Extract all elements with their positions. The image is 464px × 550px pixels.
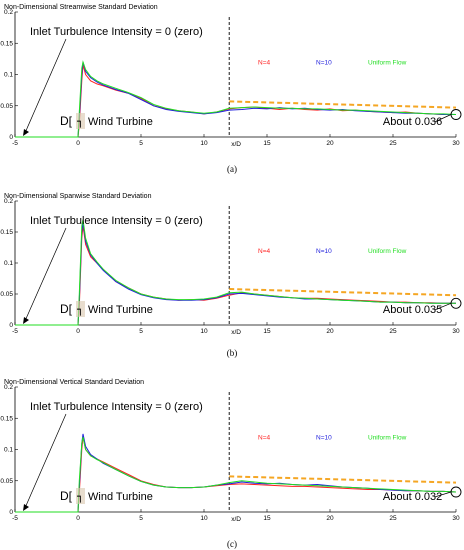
y-tick-label: 0.2 [4,198,13,205]
x-tick-label: 30 [452,140,460,147]
about-label: About 0.035 [383,304,442,316]
legend-entry-n4: N=4 [258,60,270,67]
series-line-n10 [15,61,456,138]
y-tick-label: 0.1 [4,447,13,454]
x-tick-label: 20 [326,515,334,522]
panel-label: (b) [227,348,238,358]
y-tick-label: 0.2 [4,384,13,391]
about-pointer [434,114,452,123]
y-tick-label: 0.1 [4,260,13,267]
legend-entry-n4: N=4 [258,248,270,255]
x-tick-label: -5 [12,515,18,522]
x-tick-label: -5 [12,328,18,335]
chart-title: Non-Dimensional Streamwise Standard Devi… [4,4,158,11]
x-tick-label: -5 [12,140,18,147]
series-line-uniform [15,60,457,138]
legend-entry-uniform: Uniform Flow [368,60,407,67]
inlet-label: Inlet Turbulence Intensity = 0 (zero) [30,401,203,413]
inlet-arrow-head [23,129,29,136]
legend-entry-uniform: Uniform Flow [368,248,407,255]
series-line-uniform [15,436,457,513]
legend-entry-uniform: Uniform Flow [368,435,407,442]
y-tick-label: 0 [9,509,13,516]
x-tick-label: 5 [139,328,143,335]
inlet-arrow-head [23,317,29,324]
series-line-uniform [15,219,456,326]
x-tick-label: 20 [326,140,334,147]
y-tick-label: 0.1 [4,72,13,79]
chart-panel-1: Non-Dimensional Streamwise Standard Devi… [0,4,462,174]
x-tick-label: 0 [76,328,80,335]
turbine-label: Wind Turbine [88,491,153,503]
turbine-label: Wind Turbine [88,116,153,128]
x-tick-label: 25 [389,515,397,522]
series-line-n4 [15,225,456,326]
x-axis-label: x/D [231,329,241,336]
x-tick-label: 30 [452,515,460,522]
diameter-mark: D[ [60,302,73,316]
x-tick-label: 15 [263,140,271,147]
inlet-label: Inlet Turbulence Intensity = 0 (zero) [30,26,203,38]
x-axis-label: x/D [231,516,241,523]
turbine-shadow [76,488,85,504]
x-tick-label: 25 [389,140,397,147]
chart-title: Non-Dimensional Spanwise Standard Deviat… [4,193,152,200]
chart-panel-3: Non-Dimensional Vertical Standard Deviat… [0,379,462,549]
inlet-label: Inlet Turbulence Intensity = 0 (zero) [30,215,203,227]
panel-label: (c) [227,539,237,549]
y-tick-label: 0.15 [0,40,13,47]
x-tick-label: 10 [200,140,208,147]
turbine-symbol: ┐ [77,303,84,316]
x-tick-label: 5 [139,140,143,147]
x-tick-label: 15 [263,328,271,335]
series-line-n10 [15,433,457,513]
x-tick-label: 20 [326,328,334,335]
y-tick-label: 0.05 [0,291,13,298]
y-tick-label: 0.15 [0,229,13,236]
chart-title: Non-Dimensional Vertical Standard Deviat… [4,379,144,386]
x-tick-label: 10 [200,515,208,522]
legend-entry-n10: N=10 [316,248,332,255]
chart-panel-2: Non-Dimensional Spanwise Standard Deviat… [0,193,462,358]
turbine-symbol: ┐ [77,490,84,503]
inlet-arrow-line [24,227,67,322]
x-tick-label: 15 [263,515,271,522]
y-tick-label: 0.05 [0,103,13,110]
turbine-symbol: ┐ [77,115,84,128]
turbine-label: Wind Turbine [88,304,153,316]
legend-entry-n10: N=10 [316,60,332,67]
x-tick-label: 10 [200,328,208,335]
turbine-shadow [76,113,85,129]
x-tick-label: 0 [76,515,80,522]
turbine-shadow [76,301,85,317]
y-tick-label: 0.05 [0,478,13,485]
about-label: About 0.036 [383,116,442,128]
inlet-arrow-line [24,38,67,134]
y-tick-label: 0.2 [4,9,13,16]
x-tick-label: 0 [76,140,80,147]
x-tick-label: 25 [389,328,397,335]
x-tick-label: 5 [139,515,143,522]
diameter-mark: D[ [60,114,73,128]
diameter-mark: D[ [60,489,73,503]
about-pointer [434,491,452,498]
inlet-arrow-line [24,413,67,509]
legend-entry-n10: N=10 [316,435,332,442]
trend-line [229,288,457,297]
about-label: About 0.032 [383,491,442,503]
y-tick-label: 0 [9,134,13,141]
inlet-arrow-head [23,504,29,511]
y-tick-label: 0.15 [0,415,13,422]
trend-line [229,100,457,109]
panel-label: (a) [227,164,237,174]
x-axis-label: x/D [231,141,241,148]
y-tick-label: 0 [9,322,13,329]
trend-line [229,475,457,484]
legend-entry-n4: N=4 [258,435,270,442]
about-pointer [434,302,452,311]
x-tick-label: 30 [452,328,460,335]
